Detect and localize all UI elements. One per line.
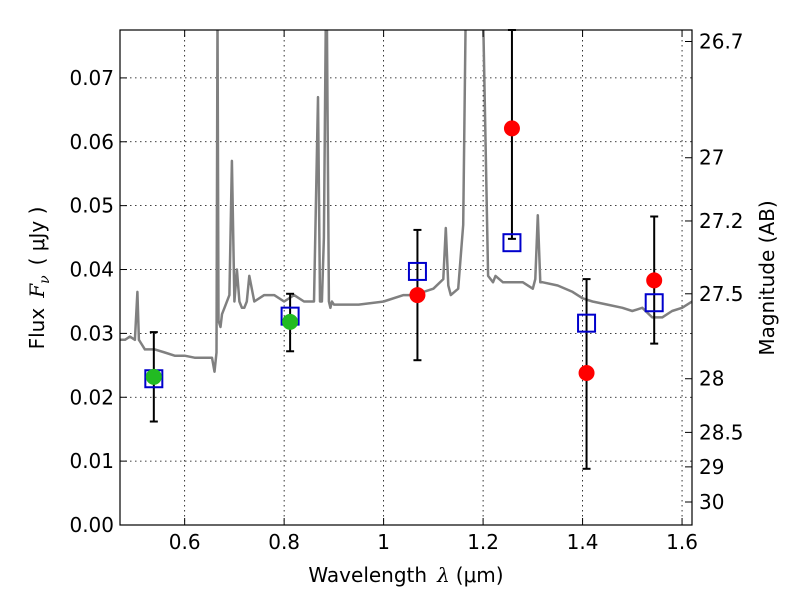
observed-point-green (282, 313, 299, 330)
error-bars (149, 29, 659, 470)
model-spectrum-line (120, 30, 692, 373)
y-tick-label: 0.06 (69, 130, 114, 154)
y2-tick-label: 29 (699, 455, 724, 479)
x-tick-label: 0.8 (268, 530, 300, 554)
x-tick-label: 1 (377, 530, 390, 554)
y-tick-label: 0.00 (69, 513, 114, 537)
model-photometry-box (577, 313, 597, 333)
y-tick-label: 0.04 (69, 258, 114, 282)
x-tick-label: 0.6 (169, 530, 201, 554)
y-tick-label: 0.01 (69, 449, 114, 473)
observed-point-red (503, 120, 520, 137)
x-tick-label: 1.4 (567, 530, 599, 554)
x-tick-label: 1.2 (467, 530, 499, 554)
model-photometry-box (407, 261, 427, 281)
x-axis-label: Wavelength λ (μm) (308, 563, 503, 587)
y2-axis-ticks: 26.7 27 27.2 27.5 28 28.5 29 30 (685, 29, 744, 514)
y2-tick-label: 28.5 (699, 420, 744, 444)
plot-frame (119, 29, 693, 526)
model-photometry-box (502, 233, 522, 253)
y2-tick-label: 28 (699, 367, 724, 391)
observed-point-red (578, 364, 595, 381)
y-tick-label: 0.02 (69, 385, 114, 409)
observed-point-red (409, 287, 426, 304)
y-axis-ticks: 0.00 0.01 0.02 0.03 0.04 0.05 0.06 0.07 (69, 66, 127, 537)
y2-tick-label: 26.7 (699, 29, 744, 53)
y2-tick-label: 27.2 (699, 209, 744, 233)
y2-tick-label: 30 (699, 490, 724, 514)
x-axis-ticks: 0.6 0.8 1 1.2 1.4 1.6 (169, 30, 698, 554)
y-tick-label: 0.03 (69, 321, 114, 345)
model-photometry-box (644, 293, 664, 313)
y-tick-label: 0.07 (69, 66, 114, 90)
y2-axis-label: Magnitude (AB) (755, 200, 779, 355)
plot-area (120, 30, 692, 373)
y-tick-label: 0.05 (69, 194, 114, 218)
y2-tick-label: 27 (699, 146, 724, 170)
y2-tick-label: 27.5 (699, 282, 744, 306)
observed-point-red (646, 272, 663, 289)
grid-lines (120, 30, 692, 526)
observed-points (145, 120, 663, 385)
observed-point-green (145, 368, 162, 385)
y-axis-label: FluxFν( μJy ) (25, 207, 53, 350)
x-tick-label: 1.6 (666, 530, 698, 554)
